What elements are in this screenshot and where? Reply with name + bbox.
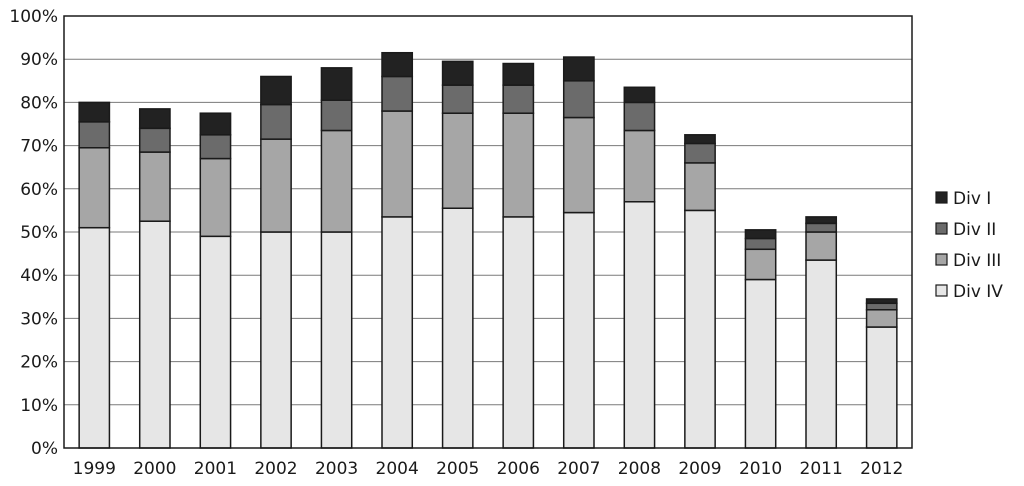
bar-segment bbox=[381, 75, 414, 112]
bar-segment bbox=[199, 157, 232, 238]
x-tick-label: 2012 bbox=[860, 459, 903, 479]
y-tick-label: 10% bbox=[20, 396, 58, 416]
bar-segment bbox=[744, 248, 777, 281]
y-tick-label: 30% bbox=[20, 309, 58, 329]
legend-swatch bbox=[935, 253, 948, 266]
x-axis: 1999 2000 2001 2002 2003 2004 2005 2006 2007 2008… bbox=[73, 459, 904, 479]
bar-segment bbox=[199, 112, 232, 136]
bar-segment bbox=[78, 226, 111, 449]
bar-segment bbox=[381, 51, 414, 78]
bars bbox=[78, 51, 898, 449]
bar-segment bbox=[320, 99, 353, 132]
y-tick-label: 90% bbox=[20, 50, 58, 70]
y-tick-label: 0% bbox=[31, 439, 58, 459]
bar-segment bbox=[381, 110, 414, 218]
bar-segment bbox=[865, 326, 898, 449]
bar-segment bbox=[260, 231, 292, 449]
bar-segment bbox=[744, 278, 777, 449]
y-tick-label: 80% bbox=[20, 93, 58, 113]
bar-segment bbox=[199, 235, 232, 449]
bar-segment bbox=[260, 103, 292, 140]
x-tick-label: 2008 bbox=[618, 459, 661, 479]
bar-segment bbox=[562, 56, 595, 82]
y-tick-label: 40% bbox=[20, 266, 58, 286]
gridlines bbox=[64, 58, 912, 406]
bar-segment bbox=[805, 231, 838, 261]
y-tick-label: 50% bbox=[20, 223, 58, 243]
bar-segment bbox=[623, 86, 656, 104]
bar-segment bbox=[502, 62, 535, 86]
bar-segment bbox=[684, 142, 716, 164]
x-tick-label: 2009 bbox=[678, 459, 721, 479]
legend-label: Div I bbox=[953, 189, 991, 209]
bar-segment bbox=[502, 112, 535, 218]
bar-segment bbox=[562, 211, 595, 449]
bar-segment bbox=[865, 302, 898, 311]
bar-segment bbox=[260, 138, 292, 233]
y-tick-label: 20% bbox=[20, 353, 58, 373]
x-tick-label: 2000 bbox=[133, 459, 176, 479]
x-tick-label: 2005 bbox=[436, 459, 479, 479]
bar-segment bbox=[441, 207, 474, 449]
bar-segment bbox=[805, 216, 838, 225]
legend-label: Div II bbox=[953, 220, 996, 240]
legend-swatch bbox=[935, 191, 948, 204]
legend: Div I Div II Div III Div IV bbox=[935, 189, 1003, 302]
bar-segment bbox=[684, 162, 716, 212]
bar-segment bbox=[260, 75, 292, 106]
x-tick-label: 2002 bbox=[254, 459, 297, 479]
y-tick-label: 70% bbox=[20, 137, 58, 157]
bar-segment bbox=[138, 127, 171, 153]
bar-segment bbox=[441, 112, 474, 209]
bar-segment bbox=[623, 129, 656, 203]
plot-frame bbox=[63, 15, 913, 449]
x-tick-label: 2007 bbox=[557, 459, 600, 479]
bar-segment bbox=[320, 129, 353, 233]
y-tick-label: 60% bbox=[20, 180, 58, 200]
bar-segment bbox=[78, 101, 111, 123]
x-tick-label: 2010 bbox=[739, 459, 782, 479]
legend-label: Div III bbox=[953, 251, 1001, 271]
x-tick-label: 2001 bbox=[194, 459, 237, 479]
bar-segment bbox=[502, 216, 535, 449]
legend-swatch bbox=[935, 284, 948, 297]
x-tick-label: 2003 bbox=[315, 459, 358, 479]
bar-segment bbox=[441, 60, 474, 86]
x-tick-label: 2006 bbox=[497, 459, 540, 479]
bar-segment bbox=[138, 220, 171, 449]
bar-segment bbox=[78, 147, 111, 229]
x-tick-label: 1999 bbox=[73, 459, 116, 479]
bar-segment bbox=[562, 80, 595, 119]
bar-segment bbox=[138, 151, 171, 222]
bar-segment bbox=[381, 216, 414, 449]
x-tick-label: 2004 bbox=[376, 459, 419, 479]
legend-label: Div IV bbox=[953, 282, 1003, 302]
bar-segment bbox=[502, 84, 535, 114]
bar-segment bbox=[320, 67, 353, 101]
bar-segment bbox=[805, 259, 838, 449]
legend-swatch bbox=[935, 222, 948, 235]
bar-segment bbox=[744, 237, 777, 251]
bar-segment bbox=[138, 108, 171, 130]
x-tick-label: 2011 bbox=[800, 459, 843, 479]
bar-segment bbox=[684, 209, 716, 449]
bar-segment bbox=[805, 222, 838, 233]
bar-segment bbox=[865, 298, 898, 305]
bar-segment bbox=[562, 116, 595, 214]
bar-segment bbox=[320, 231, 353, 449]
bar-segment bbox=[78, 121, 111, 149]
bar-segment bbox=[199, 134, 232, 160]
bar-segment bbox=[623, 101, 656, 132]
bar-segment bbox=[441, 84, 474, 114]
bar-segment bbox=[744, 229, 777, 240]
bar-segment bbox=[623, 201, 656, 449]
y-tick-label: 100% bbox=[9, 7, 58, 27]
bar-segment bbox=[684, 134, 716, 145]
y-axis: 0% 10% 20% 30% 40% 50% 60% 70% 80% 90% 100% bbox=[9, 7, 58, 459]
bar-segment bbox=[865, 309, 898, 328]
